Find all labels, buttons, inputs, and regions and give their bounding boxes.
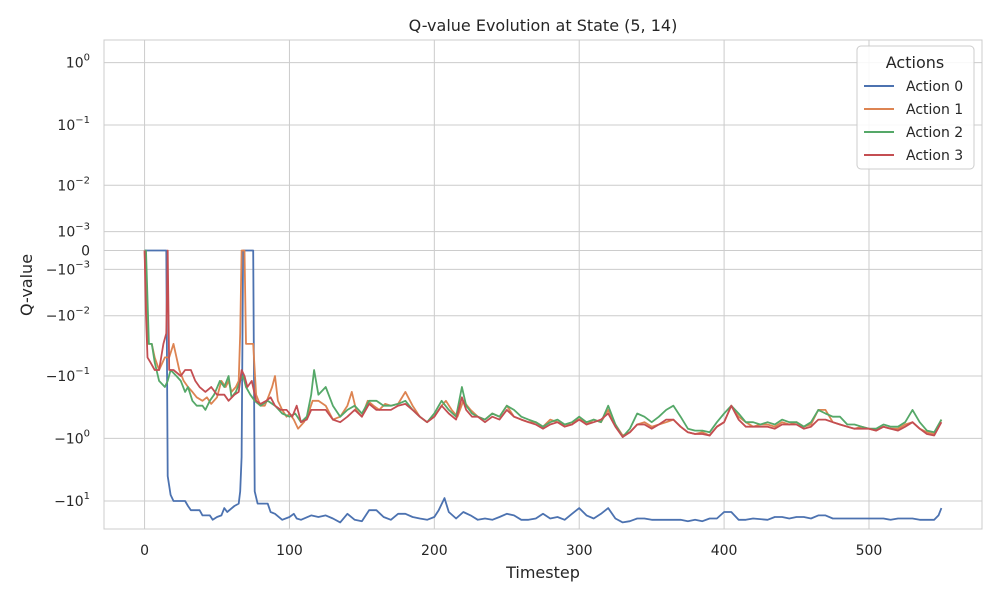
x-tick-label: 100 — [276, 543, 303, 559]
y-tick-label: 0 — [81, 244, 90, 260]
legend-label: Action 1 — [906, 102, 963, 118]
legend-label: Action 2 — [906, 125, 963, 141]
x-axis-label: Timestep — [505, 563, 580, 582]
x-tick-label: 400 — [711, 543, 738, 559]
y-tick-label: −10−3 — [46, 259, 90, 278]
legend-label: Action 3 — [906, 148, 963, 164]
series-lines — [143, 249, 943, 524]
series-line-action-2 — [144, 249, 943, 438]
y-tick-label: −101 — [54, 491, 90, 510]
y-axis-ticks: 100 10−1 10−2 10−3 0−10−3 −10−2 −10−1 −100 −101 — [46, 53, 90, 510]
y-tick-label: 100 — [66, 53, 90, 72]
plot-area — [103, 39, 983, 530]
y-tick-label: 10−3 — [57, 222, 90, 241]
y-tick-label: −100 — [54, 428, 90, 447]
legend-label: Action 0 — [906, 79, 963, 95]
y-tick-label: 10−2 — [57, 175, 90, 194]
x-tick-label: 200 — [421, 543, 448, 559]
series-line-action-0 — [144, 249, 943, 524]
legend-title: Actions — [886, 53, 944, 72]
legend: Actions Action 0 Action 1 Action 2 Action 3 — [856, 45, 975, 170]
chart-title: Q-value Evolution at State (5, 14) — [409, 16, 678, 35]
x-tick-label: 0 — [140, 543, 149, 559]
y-tick-label: 10−1 — [57, 115, 90, 134]
y-axis-label: Q-value — [17, 254, 36, 316]
y-tick-label: −10−1 — [46, 366, 90, 385]
legend-box — [856, 45, 975, 170]
y-tick-label: −10−2 — [46, 306, 90, 325]
x-tick-label: 300 — [566, 543, 593, 559]
x-tick-label: 500 — [856, 543, 883, 559]
series-line-action-3 — [143, 249, 943, 438]
x-axis-ticks: 0 100 200 300 400 500 — [140, 543, 882, 559]
legend-items: Action 0 Action 1 Action 2 Action 3 — [864, 79, 963, 164]
